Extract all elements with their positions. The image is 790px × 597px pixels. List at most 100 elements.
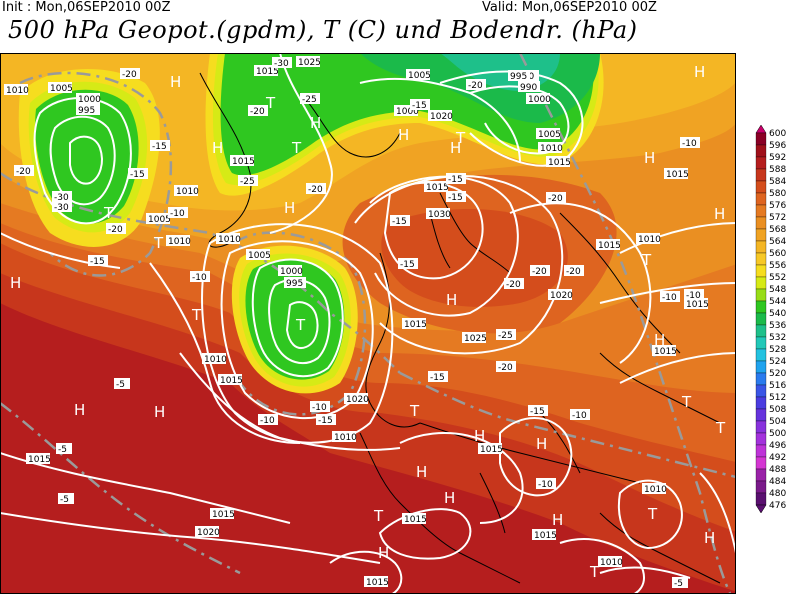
isobar-label: 1005 bbox=[48, 82, 73, 94]
svg-text:1015: 1015 bbox=[686, 300, 709, 310]
temp-label: -15 bbox=[446, 173, 466, 185]
chart-title: 500 hPa Geopot.(gpdm), T (C) und Bodendr… bbox=[8, 16, 638, 44]
svg-text:-10: -10 bbox=[260, 416, 275, 426]
legend-label: 476 bbox=[769, 501, 786, 511]
high-symbol: H bbox=[446, 291, 457, 309]
svg-text:-5: -5 bbox=[60, 495, 69, 505]
svg-text:995: 995 bbox=[510, 72, 527, 82]
low-symbol: T bbox=[373, 507, 384, 525]
low-symbol: T bbox=[153, 234, 164, 252]
legend-cell bbox=[755, 324, 767, 338]
isobar-label: 1015 bbox=[546, 156, 571, 168]
svg-text:-15: -15 bbox=[318, 416, 333, 426]
svg-text:1000: 1000 bbox=[78, 95, 101, 105]
svg-text:-10: -10 bbox=[312, 403, 327, 413]
legend-label: 532 bbox=[769, 333, 786, 343]
low-symbol: T bbox=[589, 563, 600, 581]
legend-cell bbox=[755, 312, 767, 326]
temp-label: -25 bbox=[496, 329, 516, 341]
temperature-labels: -20 -15 -20 -30 -30 -20 -15 -10 -15 -10 … bbox=[14, 57, 704, 589]
legend-cell bbox=[755, 168, 767, 182]
temp-label: -10 bbox=[536, 478, 556, 490]
temp-label: -20 bbox=[546, 192, 566, 204]
isobar-label: 1015 bbox=[210, 508, 235, 520]
isobar-label: 1010 bbox=[598, 556, 623, 568]
temp-label: -10 bbox=[258, 414, 278, 426]
temp-label: -20 bbox=[248, 105, 268, 117]
isobar-label: 1025 bbox=[462, 332, 487, 344]
temp-label: -15 bbox=[428, 371, 448, 383]
svg-text:-10: -10 bbox=[686, 291, 701, 301]
legend-label: 528 bbox=[769, 345, 786, 355]
high-symbol: H bbox=[212, 139, 223, 157]
map-frame bbox=[0, 53, 736, 594]
svg-text:1020: 1020 bbox=[197, 528, 220, 538]
temp-label: -20 bbox=[504, 278, 524, 290]
isobar-label: 990 bbox=[518, 81, 540, 93]
svg-text:-30: -30 bbox=[274, 59, 289, 69]
legend-cell bbox=[755, 432, 767, 446]
high-symbol: H bbox=[444, 489, 455, 507]
isobar-label: 1010 bbox=[636, 233, 661, 245]
low-symbol: T bbox=[681, 393, 692, 411]
temp-label: -20 bbox=[120, 68, 140, 80]
isobar-label: 1000 bbox=[278, 265, 303, 277]
temp-label: -20 bbox=[466, 79, 486, 91]
low-symbol: T bbox=[455, 129, 466, 147]
svg-text:-20: -20 bbox=[122, 70, 137, 80]
low-symbol: T bbox=[103, 204, 114, 222]
svg-text:-20: -20 bbox=[506, 280, 521, 290]
legend-cell bbox=[755, 480, 767, 494]
legend-label: 504 bbox=[769, 417, 786, 427]
svg-text:990: 990 bbox=[520, 83, 537, 93]
temp-label: -20 bbox=[306, 183, 326, 195]
temp-label: -10 bbox=[190, 271, 210, 283]
isobar-label: 1005 bbox=[536, 128, 561, 140]
legend-cells bbox=[755, 125, 767, 514]
svg-text:-10: -10 bbox=[662, 293, 677, 303]
temp-label: -15 bbox=[528, 405, 548, 417]
isobar-label: 1015 bbox=[478, 443, 503, 455]
temp-label: -5 bbox=[672, 577, 688, 589]
isobar-label: 1015 bbox=[402, 318, 427, 330]
svg-text:1015: 1015 bbox=[666, 170, 689, 180]
temp-label: -5 bbox=[114, 378, 130, 390]
high-symbol: H bbox=[154, 403, 165, 421]
temp-label: -10 bbox=[168, 207, 188, 219]
svg-text:1015: 1015 bbox=[366, 578, 389, 588]
legend-label: 548 bbox=[769, 285, 786, 295]
legend-cell bbox=[755, 456, 767, 470]
temp-label: -30 bbox=[272, 57, 292, 69]
svg-text:1015: 1015 bbox=[598, 241, 621, 251]
svg-text:-20: -20 bbox=[498, 363, 513, 373]
temp-label: -15 bbox=[398, 258, 418, 270]
legend-label: 592 bbox=[769, 153, 786, 163]
temp-label: -25 bbox=[300, 93, 320, 105]
svg-text:1015: 1015 bbox=[548, 158, 571, 168]
svg-text:-20: -20 bbox=[468, 81, 483, 91]
legend-cell bbox=[755, 336, 767, 350]
svg-text:1005: 1005 bbox=[408, 71, 431, 81]
temp-label: -20 bbox=[496, 361, 516, 373]
legend-label: 500 bbox=[769, 429, 786, 439]
svg-text:-5: -5 bbox=[58, 445, 67, 455]
isobar-label: 1010 bbox=[4, 84, 29, 96]
svg-text:-20: -20 bbox=[250, 107, 265, 117]
high-symbol: H bbox=[170, 73, 181, 91]
isobar-label: 1010 bbox=[216, 233, 241, 245]
legend-cell bbox=[755, 288, 767, 302]
svg-text:-10: -10 bbox=[192, 273, 207, 283]
isobar-label: 1020 bbox=[548, 289, 573, 301]
init-label: Init : Mon,06SEP2010 00Z bbox=[2, 0, 171, 15]
high-symbol: H bbox=[284, 199, 295, 217]
legend-label: 492 bbox=[769, 453, 786, 463]
weather-map: 1010 1005 1000 995 990 1015 1020 1025 10… bbox=[0, 53, 736, 594]
low-symbol: T bbox=[191, 306, 202, 324]
legend-label: 572 bbox=[769, 213, 786, 223]
legend-cell bbox=[755, 348, 767, 362]
svg-text:-15: -15 bbox=[430, 373, 445, 383]
legend-cell bbox=[755, 144, 767, 158]
legend-label: 480 bbox=[769, 489, 786, 499]
isobar-label: 1015 bbox=[26, 453, 51, 465]
low-symbol: T bbox=[409, 402, 420, 420]
